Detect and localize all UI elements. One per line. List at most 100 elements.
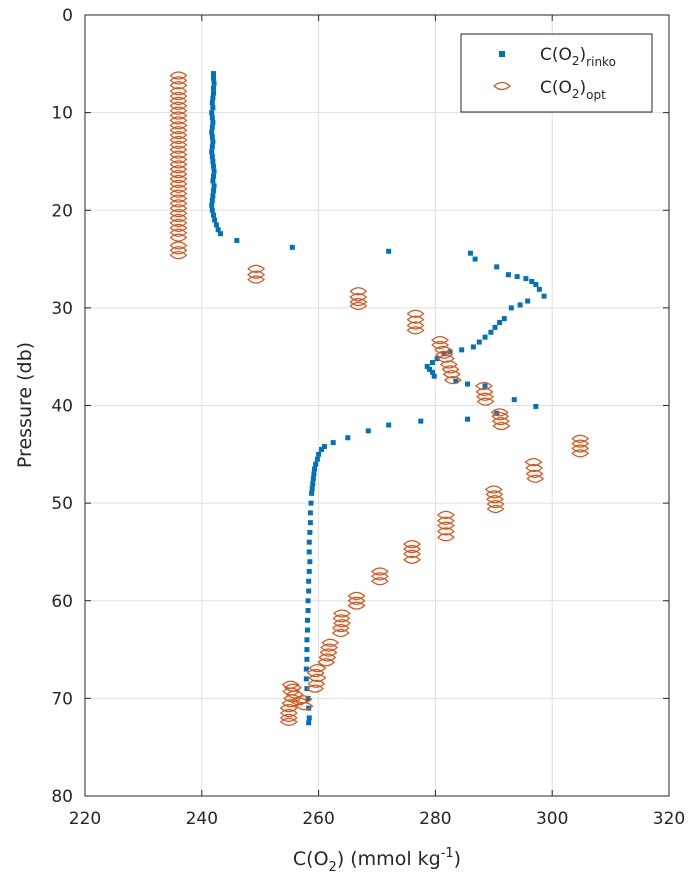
rinko-point — [306, 588, 312, 594]
rinko-point — [533, 403, 539, 409]
opt-point — [169, 150, 188, 159]
legend: C(O2)rinko C(O2)opt — [460, 33, 653, 113]
opt-point — [431, 335, 449, 345]
opt-point — [283, 683, 302, 692]
opt-point — [285, 690, 304, 699]
opt-point — [169, 71, 188, 80]
opt-point — [437, 533, 455, 542]
opt-point — [169, 145, 188, 154]
rinko-point — [303, 666, 309, 672]
rinko-point — [210, 173, 216, 179]
rinko-point — [482, 383, 488, 389]
rinko-point — [211, 80, 217, 86]
rinko-point — [514, 274, 520, 280]
rinko-point — [345, 435, 351, 441]
rinko-point — [210, 163, 216, 169]
opt-point — [169, 179, 188, 188]
opt-point — [169, 174, 188, 184]
opt-point — [169, 233, 188, 242]
x-tick-label: 320 — [653, 809, 685, 829]
x-tick-label: 280 — [419, 809, 451, 829]
opt-point — [371, 572, 389, 581]
legend-box — [460, 33, 653, 113]
legend-label-rinko: C(O2)rinko — [540, 45, 616, 69]
rinko-point — [316, 451, 322, 457]
opt-point — [347, 591, 366, 600]
y-tick-label: 40 — [51, 397, 73, 417]
x-axis-label: C(O2) (mmol kg-1) — [293, 846, 461, 875]
rinko-point — [305, 695, 311, 701]
opt-point — [347, 601, 366, 610]
rinko-point — [308, 500, 314, 506]
rinko-point — [472, 256, 478, 262]
rinko-point — [210, 90, 216, 96]
opt-point — [349, 293, 368, 302]
rinko-point — [306, 720, 312, 726]
y-tick-label: 60 — [51, 592, 73, 612]
series-opt — [169, 71, 590, 726]
opt-point — [169, 218, 188, 228]
rinko-point — [447, 349, 453, 355]
opt-point — [169, 213, 188, 223]
rinko-point — [209, 124, 215, 130]
rinko-point — [386, 248, 392, 254]
opt-point — [169, 96, 188, 106]
rinko-point — [470, 344, 476, 350]
legend-marker-opt — [493, 81, 511, 91]
opt-point — [476, 397, 495, 406]
opt-point — [169, 130, 188, 140]
opt-point — [169, 76, 188, 85]
rinko-point — [307, 520, 313, 526]
opt-point — [169, 170, 188, 179]
rinko-point — [310, 476, 316, 482]
opt-point — [169, 160, 188, 169]
x-tick-label: 300 — [536, 809, 568, 829]
opt-point — [247, 270, 266, 279]
opt-point — [437, 354, 455, 363]
opt-point — [571, 449, 590, 458]
opt-point — [295, 702, 314, 711]
rinko-point — [210, 105, 216, 111]
rinko-point — [523, 276, 529, 282]
opt-point — [403, 540, 421, 549]
rinko-point — [424, 363, 430, 369]
rinko-point — [210, 95, 216, 101]
opt-point — [571, 434, 590, 443]
rinko-point — [306, 539, 312, 545]
opt-point — [169, 228, 188, 237]
opt-point — [169, 140, 188, 149]
rinko-point — [210, 75, 216, 81]
rinko-point — [209, 154, 215, 160]
rinko-point — [307, 529, 313, 535]
opt-point — [169, 189, 188, 198]
rinko-point — [517, 302, 523, 308]
opt-point — [406, 321, 425, 330]
rinko-point — [321, 444, 327, 450]
opt-point — [169, 135, 188, 145]
opt-point — [169, 165, 188, 174]
x-tick-label: 220 — [69, 809, 101, 829]
opt-point — [289, 697, 308, 706]
opt-point — [486, 504, 505, 514]
rinko-point — [209, 134, 215, 140]
rinko-point — [312, 466, 318, 472]
rinko-point — [209, 149, 215, 155]
opt-point — [444, 376, 462, 385]
rinko-point — [209, 202, 215, 208]
rinko-point — [303, 676, 309, 682]
rinko-point — [210, 139, 216, 145]
opt-point — [169, 91, 188, 101]
rinko-point — [209, 115, 215, 121]
opt-point — [349, 297, 368, 307]
rinko-point — [210, 178, 216, 184]
rinko-point — [210, 193, 216, 199]
y-axis-label: Pressure (db) — [14, 342, 36, 468]
rinko-point — [476, 339, 482, 345]
rinko-point — [304, 656, 310, 662]
rinko-point — [306, 568, 312, 574]
opt-point — [403, 555, 421, 564]
opt-point — [169, 223, 188, 232]
rinko-point — [212, 217, 218, 223]
rinko-point — [306, 715, 312, 721]
rinko-point — [511, 397, 517, 403]
